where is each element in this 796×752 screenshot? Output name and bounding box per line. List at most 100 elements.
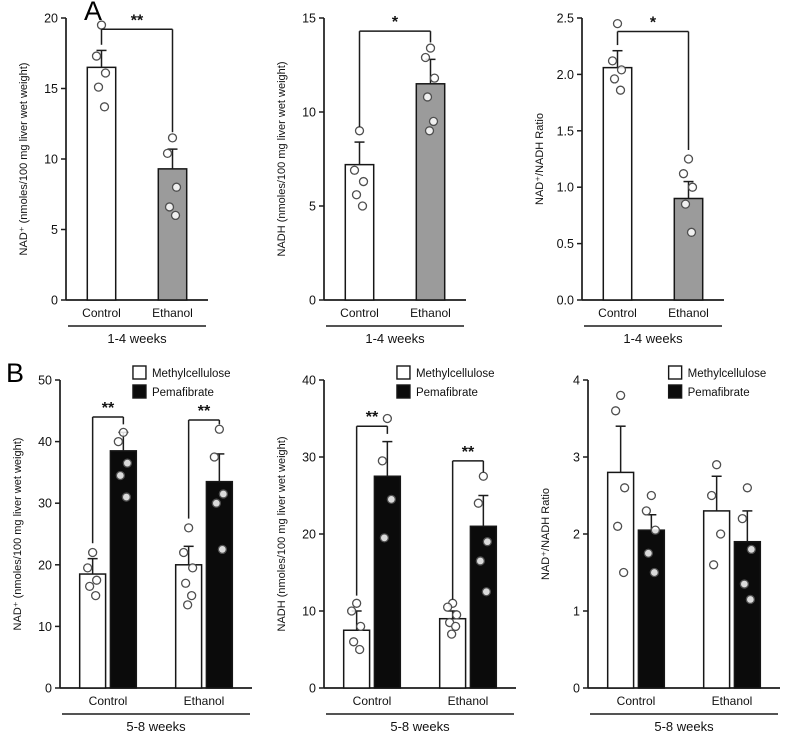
legend-label: Pemafibrate (416, 387, 478, 399)
group-label: 1-4 weeks (365, 331, 425, 346)
bar (205, 480, 234, 689)
chart-svg: 0 5 10 15 NADH (nmoles/100 mg liver wet weig… (276, 12, 466, 346)
data-point (211, 498, 222, 508)
data-point (180, 578, 191, 588)
y-tick-label: 5 (309, 200, 316, 214)
data-point (348, 637, 359, 647)
panel-b-label: B (6, 358, 25, 388)
y-tick-label: 50 (38, 374, 52, 388)
chart-svg: 0 5 10 15 20 NAD⁺ (nmoles/100 mg liver wet we… (18, 12, 208, 346)
category-label: Ethanol (152, 306, 193, 320)
bar (673, 197, 704, 301)
data-point (482, 537, 493, 547)
data-point (649, 567, 660, 578)
data-point (708, 560, 719, 570)
panel-a-charts: 0 5 10 15 20 NAD⁺ (nmoles/100 mg liver wet we… (14, 2, 796, 358)
y-tick-label: 20 (44, 12, 58, 26)
y-axis-title: NADH (nmoles/100 mg liver wet weight) (276, 436, 288, 631)
chart-svg: 0 10 20 30 40 NADH (nmoles/100 mg liver wet w… (276, 365, 516, 734)
bar (606, 471, 635, 689)
data-point (351, 598, 362, 608)
data-point (680, 199, 691, 209)
data-point (354, 644, 365, 655)
data-point (686, 227, 697, 237)
data-point (349, 165, 360, 175)
bar (109, 450, 138, 689)
data-point (178, 547, 189, 558)
data-point (122, 458, 133, 468)
data-point (610, 406, 621, 416)
category-label: Control (598, 306, 637, 320)
bar (702, 510, 731, 689)
chart-a-nad: 0 5 10 15 20 NAD⁺ (nmoles/100 mg liver wet we… (14, 2, 260, 358)
legend-label: Methylcellulose (152, 368, 231, 380)
panel-a-label: A (84, 0, 103, 26)
y-tick-label: 3 (573, 451, 580, 465)
data-point (354, 126, 365, 136)
legend-swatch (132, 384, 147, 399)
data-point (612, 18, 623, 29)
category-label: Ethanol (448, 694, 489, 708)
data-point (478, 471, 489, 481)
legend-swatch (667, 365, 683, 380)
data-point (711, 460, 722, 470)
panel-b: B 0 10 20 30 40 50 NAD⁺ (nmoles/100 mg liver w… (0, 358, 796, 746)
data-point (607, 56, 618, 66)
data-point (187, 563, 198, 573)
category-label: Control (89, 694, 128, 708)
category-label: Ethanol (410, 306, 451, 320)
data-point (167, 133, 178, 143)
data-point (90, 590, 101, 601)
data-point (379, 533, 390, 543)
legend-swatch (396, 365, 411, 380)
legend-label: Methylcellulose (688, 368, 767, 380)
y-axis-title: NAD⁺/NADH Ratio (540, 488, 552, 580)
data-point (186, 590, 197, 601)
data-point (618, 567, 629, 578)
data-point (382, 413, 393, 424)
data-point (115, 470, 126, 481)
y-tick-label: 10 (38, 620, 52, 634)
data-point (745, 594, 756, 605)
y-tick-label: 2.0 (557, 68, 574, 82)
chart-a-ratio: 0.0 0.5 1.0 1.5 2.0 2.5 NAD⁺/NADH Ratio * Contro… (530, 2, 776, 358)
bar (86, 66, 117, 301)
data-point (612, 521, 623, 531)
data-point (746, 544, 757, 555)
data-point (351, 190, 362, 200)
y-tick-label: 15 (44, 82, 58, 96)
chart-a-nadh: 0 5 10 15 NADH (nmoles/100 mg liver wet weig… (272, 2, 518, 358)
chart-svg: 0 10 20 30 40 50 NAD⁺ (nmoles/100 mg liver wet… (12, 365, 252, 734)
data-point (91, 575, 102, 585)
data-point (425, 43, 436, 53)
y-tick-label: 40 (38, 435, 52, 449)
data-point (87, 547, 98, 558)
group-label: 5-8 weeks (390, 719, 450, 734)
data-point (100, 68, 111, 78)
panel-a: A 0 5 10 15 20 NAD⁺ (nmoles/100 mg liver wet … (0, 0, 796, 358)
data-point (218, 489, 229, 499)
y-tick-label: 2.5 (557, 12, 574, 26)
data-point (420, 52, 431, 63)
data-point (355, 621, 366, 632)
category-label: Control (353, 694, 392, 708)
bar (78, 573, 107, 689)
data-point (475, 556, 486, 566)
data-point (113, 436, 124, 447)
legend-swatch (667, 384, 683, 399)
data-point (91, 51, 102, 61)
data-point (643, 548, 654, 558)
data-point (217, 544, 228, 555)
y-tick-label: 0 (51, 294, 58, 308)
bar (344, 163, 375, 301)
sig-label: * (392, 14, 399, 31)
y-tick-label: 5 (51, 223, 58, 237)
y-tick-label: 0 (573, 682, 580, 696)
chart-b-ratio: 0 1 2 3 4 NAD⁺/NADH Ratio Control Ethanol 5-8 we… (536, 364, 790, 746)
data-point (429, 73, 440, 83)
data-point (99, 102, 110, 112)
data-point (93, 82, 104, 92)
data-point (473, 498, 484, 508)
data-point (118, 427, 129, 438)
